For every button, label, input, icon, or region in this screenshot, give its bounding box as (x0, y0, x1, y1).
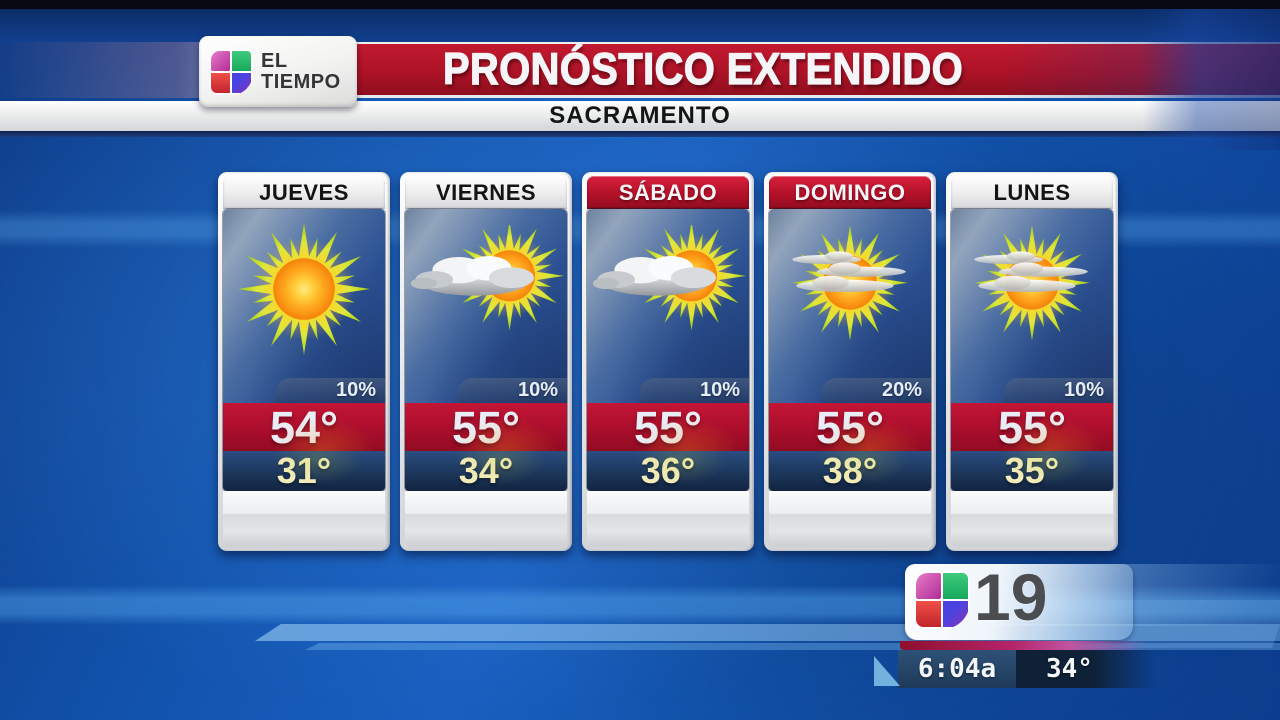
high-temp-band: 55° (587, 403, 749, 451)
weather-icon-area: 20% (769, 209, 931, 403)
card-footer (951, 491, 1113, 547)
precip-chance-strip: 10% (274, 378, 385, 403)
badge-line2: TIEMPO (261, 70, 341, 93)
day-name: DOMINGO (794, 179, 906, 205)
day-name-header: LUNES (951, 176, 1113, 209)
univision-logo-icon (209, 48, 253, 95)
location-label: SACRAMENTO (549, 102, 731, 129)
forecast-row: JUEVES (218, 172, 1118, 551)
high-temp-band: 55° (951, 403, 1113, 451)
low-temp-band: 38° (769, 451, 931, 491)
station-bug: 19 6:04a 34° (870, 556, 1280, 720)
high-temp-band: 55° (769, 403, 931, 451)
day-name-header: DOMINGO (769, 176, 931, 209)
card-footer (769, 491, 931, 547)
low-temp-band: 31° (223, 451, 385, 491)
day-card-body: 10% 55° 36° (587, 209, 749, 491)
forecast-day-card: DOMINGO (764, 172, 936, 551)
forecast-day-card: SÁBADO (582, 172, 754, 551)
precip-chance-strip: 10% (456, 378, 567, 403)
precip-chance-strip: 20% (820, 378, 931, 403)
day-card-body: 10% 55° 35° (951, 209, 1113, 491)
location-bar: SACRAMENTO (0, 101, 1280, 131)
forecast-day-card: VIERNES (400, 172, 572, 551)
channel-number: 19 (974, 560, 1048, 634)
title-banner: PRONÓSTICO EXTENDIDO (0, 42, 1280, 98)
current-temp: 34° (1046, 654, 1093, 684)
weather-icon-area: 10% (587, 209, 749, 403)
background-ribbon-thin (305, 643, 1280, 650)
badge-line1: EL (261, 49, 288, 72)
weather-icon-area: 10% (951, 209, 1113, 403)
precip-value: 10% (517, 379, 558, 401)
station-pink-strip (900, 641, 1148, 650)
card-footer (405, 491, 567, 547)
low-temp: 38° (822, 450, 878, 491)
weather-icon-area: 10% (223, 209, 385, 403)
temp-segment: 34° (1016, 650, 1156, 688)
precip-chance-strip: 10% (638, 378, 749, 403)
day-name-header: VIERNES (405, 176, 567, 209)
precip-chance-strip: 10% (1002, 378, 1113, 403)
sun-with-clouds-icon (974, 225, 1090, 341)
sun-icon (238, 223, 370, 355)
day-name: SÁBADO (618, 179, 718, 205)
sun-behind-cloud-icon (410, 225, 565, 331)
time-temp-bar: 6:04a 34° (898, 650, 1156, 688)
current-time: 6:04a (917, 654, 997, 684)
day-name-header: SÁBADO (587, 176, 749, 209)
low-temp: 36° (640, 450, 696, 491)
day-name-header: JUEVES (223, 176, 385, 209)
precip-value: 10% (699, 379, 740, 401)
precip-value: 10% (1063, 379, 1104, 401)
high-temp: 55° (997, 401, 1067, 453)
high-temp: 54° (269, 401, 339, 453)
high-temp: 55° (633, 401, 703, 453)
high-temp: 55° (815, 401, 885, 453)
day-card-body: 10% 54° 31° (223, 209, 385, 491)
sun-behind-cloud-icon (592, 225, 747, 331)
day-card-body: 10% 55° 34° (405, 209, 567, 491)
day-card-body: 20% 55° 38° (769, 209, 931, 491)
day-name: JUEVES (259, 179, 349, 205)
day-name: LUNES (993, 179, 1071, 205)
high-temp: 55° (451, 401, 521, 453)
low-temp: 34° (458, 450, 514, 491)
page-title: PRONÓSTICO EXTENDIDO (442, 43, 964, 94)
top-letterbox-strip (0, 0, 1280, 9)
forecast-day-card: JUEVES (218, 172, 390, 551)
background-vertical-streak (1142, 0, 1280, 150)
low-temp-band: 36° (587, 451, 749, 491)
low-temp-band: 35° (951, 451, 1113, 491)
day-name: VIERNES (435, 179, 537, 205)
sun-with-clouds-icon (792, 225, 908, 341)
precip-value: 10% (335, 379, 376, 401)
high-temp-band: 54° (223, 403, 385, 451)
card-footer (587, 491, 749, 547)
background-top-band (0, 9, 1280, 42)
high-temp-band: 55° (405, 403, 567, 451)
card-footer (223, 491, 385, 547)
weather-icon-area: 10% (405, 209, 567, 403)
location-bar-underline (0, 131, 1280, 137)
forecast-day-card: LUNES (946, 172, 1118, 551)
el-tiempo-badge: EL TIEMPO (199, 36, 357, 107)
badge-label: EL TIEMPO (261, 49, 341, 93)
station-teal-triangle (874, 656, 900, 686)
clock-segment: 6:04a (898, 650, 1016, 688)
low-temp-band: 34° (405, 451, 567, 491)
low-temp: 35° (1004, 450, 1060, 491)
precip-value: 20% (881, 379, 922, 401)
low-temp: 31° (276, 450, 332, 491)
univision-19-logo-icon (914, 571, 970, 629)
